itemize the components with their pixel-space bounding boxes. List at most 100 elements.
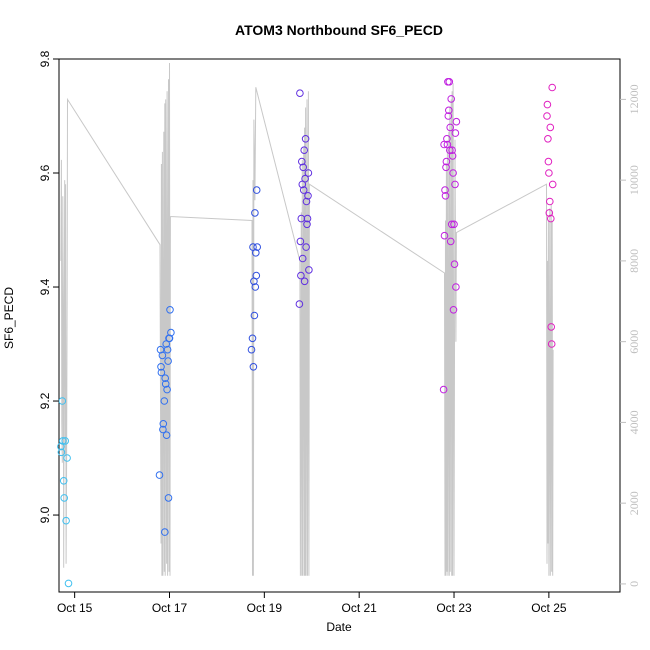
data-point bbox=[298, 157, 306, 166]
data-point bbox=[440, 231, 449, 240]
x-tick-label: Oct 19 bbox=[247, 601, 283, 615]
data-points bbox=[57, 78, 557, 588]
data-point bbox=[61, 437, 69, 445]
data-point bbox=[164, 357, 172, 365]
data-point bbox=[57, 448, 66, 457]
data-point bbox=[448, 152, 457, 160]
data-point bbox=[546, 197, 554, 206]
axes: Oct 15 Oct 17 Oct 19 Oct 21 Oct 23 Oct 25 9.0 9… bbox=[38, 50, 641, 615]
x-tick-label: Oct 15 bbox=[57, 601, 93, 615]
data-point bbox=[441, 192, 450, 200]
plot-box bbox=[58, 58, 621, 593]
data-point bbox=[442, 157, 451, 166]
data-point bbox=[447, 220, 456, 229]
x-tick-label: Oct 21 bbox=[342, 601, 378, 615]
data-point bbox=[544, 135, 552, 143]
data-point bbox=[299, 163, 308, 172]
data-point bbox=[298, 254, 307, 263]
data-point bbox=[301, 135, 310, 143]
data-point bbox=[547, 214, 555, 223]
y-tick-label: 9.2 bbox=[38, 392, 52, 409]
y-tick-label: 9.6 bbox=[38, 164, 52, 181]
data-point bbox=[252, 186, 261, 194]
data-point bbox=[163, 345, 172, 354]
y-right-tick-label: 0 bbox=[627, 581, 641, 587]
data-point bbox=[450, 260, 459, 269]
data-point bbox=[296, 89, 304, 97]
data-point bbox=[452, 283, 460, 291]
data-point bbox=[548, 83, 557, 92]
data-point bbox=[442, 163, 450, 172]
data-point bbox=[444, 112, 453, 120]
data-point bbox=[161, 374, 169, 383]
data-point bbox=[449, 169, 457, 177]
data-point bbox=[446, 237, 455, 246]
altitude-series bbox=[60, 62, 554, 576]
data-point bbox=[543, 112, 551, 120]
y-tick-label: 9.0 bbox=[38, 506, 52, 523]
data-point bbox=[253, 243, 262, 251]
data-point bbox=[451, 180, 459, 189]
data-point bbox=[159, 420, 168, 428]
data-point bbox=[248, 334, 257, 343]
y-tick-label: 9.8 bbox=[38, 50, 52, 67]
data-point bbox=[304, 192, 312, 200]
data-point bbox=[161, 380, 170, 388]
data-point bbox=[252, 249, 260, 257]
data-point bbox=[251, 283, 260, 291]
y-right-tick-label: 10000 bbox=[627, 165, 641, 195]
data-point bbox=[62, 516, 70, 525]
data-point bbox=[545, 209, 554, 217]
data-point bbox=[452, 117, 461, 126]
data-point bbox=[163, 385, 171, 394]
y-right-tick-label: 6000 bbox=[627, 330, 641, 354]
data-point bbox=[159, 425, 167, 434]
data-point bbox=[543, 100, 552, 109]
y-tick-label: 9.4 bbox=[38, 278, 52, 295]
data-point bbox=[250, 311, 259, 320]
data-point bbox=[249, 363, 258, 371]
data-point bbox=[157, 363, 165, 371]
data-point bbox=[446, 123, 455, 132]
data-point bbox=[63, 454, 71, 462]
data-point bbox=[545, 169, 553, 177]
data-point bbox=[295, 300, 304, 308]
data-point bbox=[297, 271, 305, 280]
data-point bbox=[441, 186, 449, 194]
data-point bbox=[164, 494, 173, 502]
data-point bbox=[449, 306, 458, 314]
data-point bbox=[448, 146, 456, 154]
data-point bbox=[167, 328, 175, 337]
data-point bbox=[302, 197, 311, 206]
data-point bbox=[301, 174, 309, 183]
data-point bbox=[444, 78, 452, 86]
data-point bbox=[158, 351, 167, 360]
data-point bbox=[157, 368, 166, 377]
data-point bbox=[165, 334, 174, 343]
x-tick-label: Oct 23 bbox=[436, 601, 472, 615]
data-point bbox=[300, 146, 309, 154]
data-point bbox=[166, 306, 174, 314]
data-point bbox=[64, 579, 73, 588]
data-point bbox=[303, 214, 312, 223]
data-point bbox=[450, 220, 458, 229]
data-point bbox=[162, 431, 171, 440]
data-point bbox=[451, 129, 460, 137]
data-point bbox=[161, 528, 169, 536]
x-axis-label: Date bbox=[326, 620, 352, 634]
data-point bbox=[250, 277, 258, 286]
altitude-line bbox=[60, 62, 554, 576]
data-point bbox=[445, 106, 453, 115]
data-point bbox=[60, 494, 68, 502]
x-tick-label: Oct 17 bbox=[152, 601, 188, 615]
data-point bbox=[548, 180, 557, 189]
data-point bbox=[160, 397, 169, 405]
data-point bbox=[447, 95, 456, 103]
data-point bbox=[443, 135, 451, 143]
data-point bbox=[544, 157, 553, 166]
chart-title: ATOM3 Northbound SF6_PECD bbox=[235, 22, 443, 38]
data-point bbox=[300, 277, 309, 286]
data-point bbox=[59, 437, 67, 445]
y-right-tick-label: 8000 bbox=[627, 249, 641, 273]
